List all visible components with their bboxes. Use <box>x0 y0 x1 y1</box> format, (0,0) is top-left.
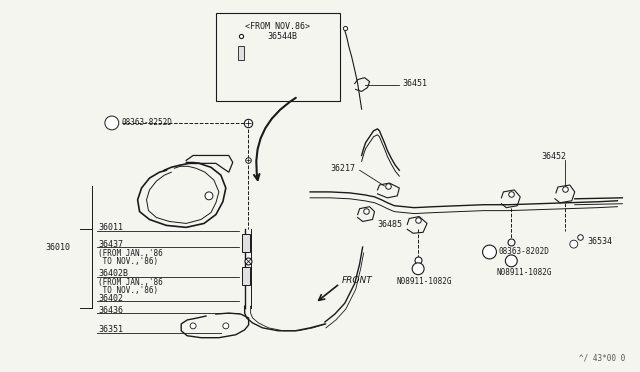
Circle shape <box>205 192 213 200</box>
Circle shape <box>223 323 228 329</box>
Text: 36436: 36436 <box>98 306 123 315</box>
Bar <box>216 13 340 101</box>
Text: 08363-8252D: 08363-8252D <box>122 118 173 128</box>
Text: N: N <box>509 258 513 264</box>
Text: N: N <box>416 266 420 272</box>
Text: (FROM JAN.,'86: (FROM JAN.,'86 <box>98 278 163 287</box>
Circle shape <box>412 263 424 275</box>
Circle shape <box>190 323 196 329</box>
Text: S: S <box>488 249 492 255</box>
Text: N08911-1082G: N08911-1082G <box>497 268 552 277</box>
Text: 36544B: 36544B <box>268 32 298 41</box>
Text: S: S <box>109 120 114 126</box>
Text: 36217: 36217 <box>330 164 355 173</box>
Bar <box>242 267 250 285</box>
Circle shape <box>483 245 497 259</box>
Text: N08911-1082G: N08911-1082G <box>396 277 452 286</box>
Text: (FROM JAN.,'86: (FROM JAN.,'86 <box>98 250 163 259</box>
Text: 36485: 36485 <box>377 220 403 229</box>
Text: FRONT: FRONT <box>342 276 372 285</box>
Bar <box>237 46 244 60</box>
Text: 36402: 36402 <box>98 294 123 303</box>
Bar <box>242 234 250 252</box>
Text: ^/ 43*00 0: ^/ 43*00 0 <box>579 353 625 362</box>
Text: 36451: 36451 <box>403 79 428 88</box>
Text: 36010: 36010 <box>45 243 70 251</box>
Circle shape <box>570 240 578 248</box>
Text: 36437: 36437 <box>98 240 123 248</box>
Text: TO NOV.,'86): TO NOV.,'86) <box>98 257 158 266</box>
Text: 36011: 36011 <box>98 223 123 232</box>
Text: TO NOV.,'86): TO NOV.,'86) <box>98 286 158 295</box>
Circle shape <box>105 116 119 130</box>
Text: 36402B: 36402B <box>98 269 128 278</box>
Text: 36351: 36351 <box>98 326 123 334</box>
Text: 36534: 36534 <box>588 237 612 246</box>
Circle shape <box>506 255 517 267</box>
Text: 08363-8202D: 08363-8202D <box>499 247 549 256</box>
Text: <FROM NOV.86>: <FROM NOV.86> <box>245 22 310 32</box>
Text: 36452: 36452 <box>541 152 566 161</box>
